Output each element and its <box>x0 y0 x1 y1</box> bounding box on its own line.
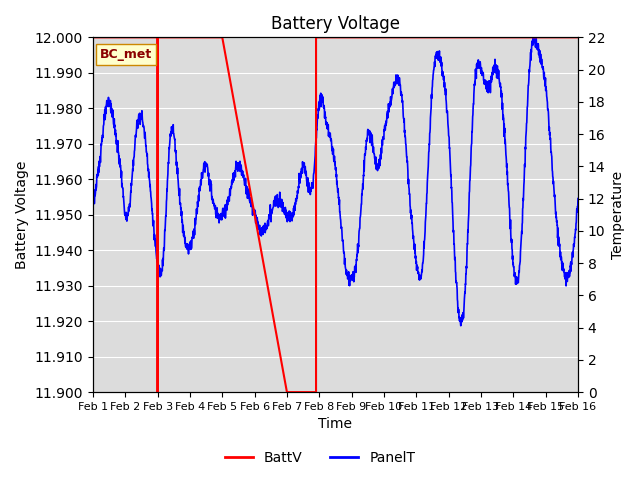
BattV <box>218 35 226 40</box>
Legend: BattV, PanelT: BattV, PanelT <box>220 445 420 471</box>
BattV <box>154 35 161 40</box>
Line: PanelT: PanelT <box>93 36 578 326</box>
Y-axis label: Temperature: Temperature <box>611 171 625 259</box>
BattV <box>154 389 161 395</box>
Text: BC_met: BC_met <box>100 48 152 61</box>
BattV <box>154 35 161 40</box>
PanelT <box>561 271 568 276</box>
Y-axis label: Battery Voltage: Battery Voltage <box>15 160 29 269</box>
PanelT <box>89 199 97 205</box>
BattV <box>154 35 161 40</box>
X-axis label: Time: Time <box>319 418 353 432</box>
BattV <box>312 389 320 395</box>
PanelT <box>457 323 465 329</box>
PanelT <box>529 33 537 39</box>
BattV <box>89 35 97 40</box>
PanelT <box>471 81 479 86</box>
BattV <box>574 35 582 40</box>
BattV <box>312 35 320 40</box>
PanelT <box>560 270 568 276</box>
PanelT <box>574 196 582 202</box>
PanelT <box>325 129 333 135</box>
Title: Battery Voltage: Battery Voltage <box>271 15 400 33</box>
Line: BattV: BattV <box>93 37 578 392</box>
BattV <box>283 389 291 395</box>
BattV <box>292 389 300 395</box>
PanelT <box>312 137 320 143</box>
PanelT <box>114 143 122 148</box>
